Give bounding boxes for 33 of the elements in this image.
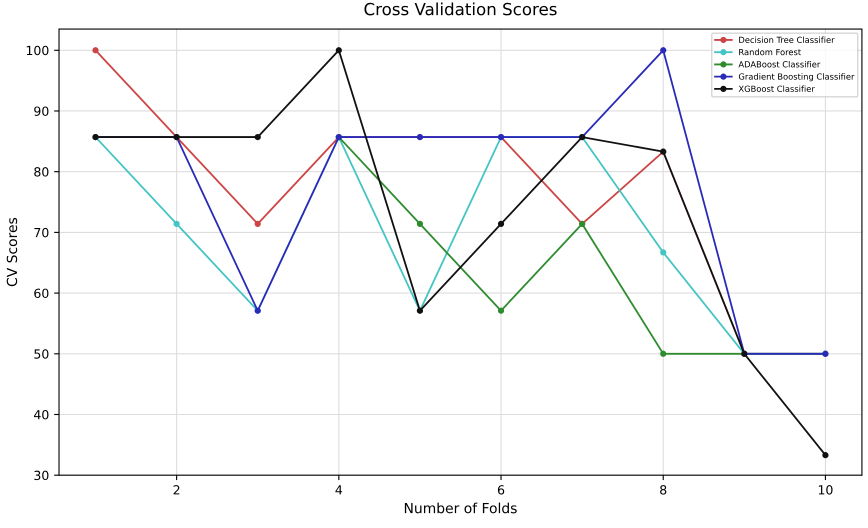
legend-label: Gradient Boosting Classifier bbox=[738, 73, 854, 82]
point bbox=[660, 350, 666, 357]
legend-label: Random Forest bbox=[739, 48, 801, 56]
legend-label: XGBoost Classifier bbox=[738, 85, 815, 92]
x-tick-label: 8 bbox=[660, 485, 666, 495]
y-tick-label: 40 bbox=[34, 410, 48, 420]
y-tick-label: 100 bbox=[26, 46, 48, 56]
point bbox=[660, 249, 666, 256]
y-tick-label: 80 bbox=[34, 167, 48, 177]
point bbox=[498, 220, 504, 228]
y-tick-label: 50 bbox=[34, 349, 48, 359]
point bbox=[416, 220, 424, 228]
x-tick-label: 10 bbox=[818, 485, 833, 495]
y-tick-label: 90 bbox=[34, 106, 48, 116]
point bbox=[254, 134, 261, 140]
point bbox=[92, 47, 99, 54]
y-axis-title: CV Scores bbox=[6, 218, 18, 286]
point bbox=[254, 220, 261, 228]
point bbox=[822, 452, 829, 458]
x-axis-title: Number of Folds bbox=[404, 502, 517, 514]
y-tick-label: 30 bbox=[34, 470, 48, 480]
x-tick-label: 4 bbox=[335, 485, 342, 494]
y-tick-label: 60 bbox=[34, 288, 48, 298]
point bbox=[173, 220, 180, 228]
legend-label: Decision Tree Classifier bbox=[739, 36, 835, 43]
y-tick-label: 70 bbox=[34, 228, 48, 238]
x-tick-label: 2 bbox=[174, 485, 180, 494]
chart-title: Cross Validation Scores bbox=[364, 2, 557, 16]
legend-label: ADABoost Classifier bbox=[738, 61, 820, 68]
point bbox=[336, 47, 342, 54]
point bbox=[498, 308, 504, 314]
point bbox=[660, 47, 666, 54]
x-tick-label: 6 bbox=[498, 485, 504, 495]
